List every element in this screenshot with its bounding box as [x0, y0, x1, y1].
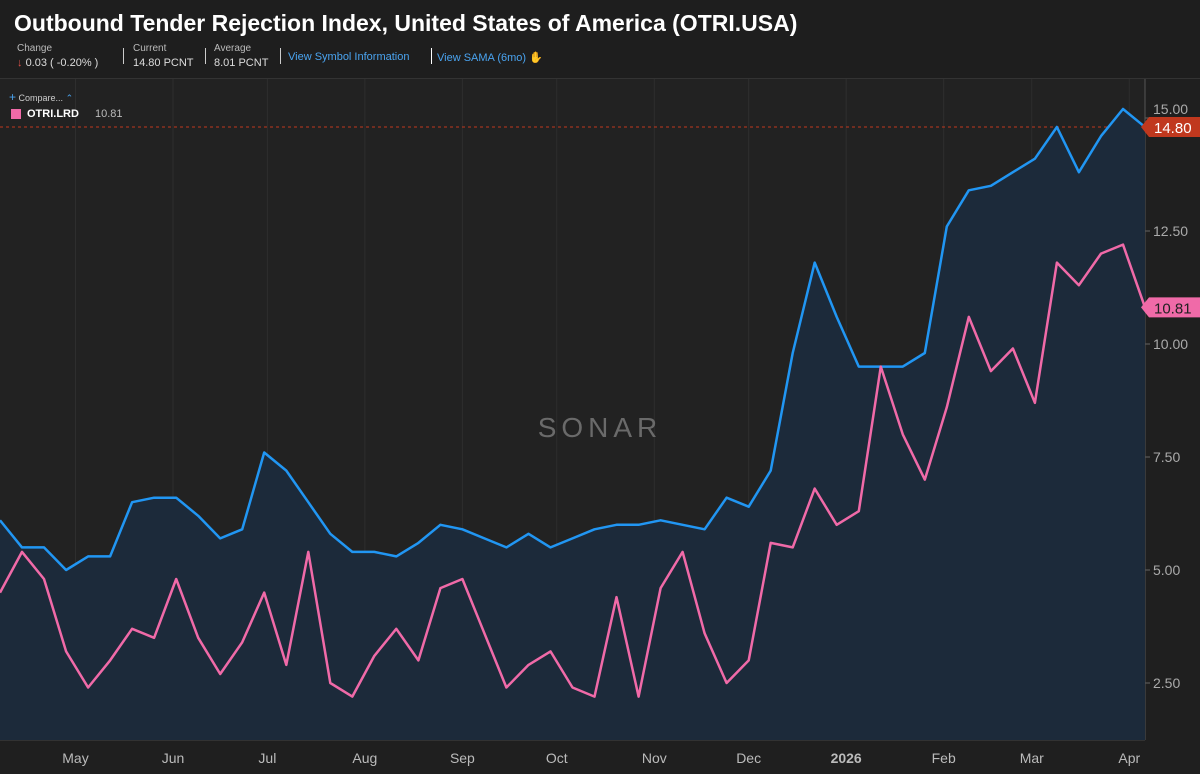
plus-icon: + [9, 90, 17, 104]
x-tick-label: Jul [258, 750, 276, 766]
legend-value: 10.81 [94, 108, 123, 120]
average-label: Average [214, 43, 252, 54]
current-label: Current [133, 43, 167, 54]
divider [205, 48, 206, 64]
x-tick-label: 2026 [831, 750, 862, 766]
x-tick-label: Mar [1020, 750, 1044, 766]
x-tick-label: Jun [162, 750, 185, 766]
x-tick-label: Dec [736, 750, 761, 766]
y-tick-label: 2.50 [1153, 675, 1180, 691]
sonar-watermark: SONAR [538, 412, 663, 443]
x-tick-label: May [62, 750, 88, 766]
sama-chart-icon: ✋ [529, 52, 543, 64]
compare-label: Compare... [18, 93, 64, 103]
view-sama-link[interactable]: View SAMA (6mo) ✋ [437, 51, 543, 64]
page-title: Outbound Tender Rejection Index, United … [14, 10, 798, 36]
y-tick-label: 12.50 [1153, 223, 1188, 239]
divider [431, 48, 432, 64]
x-tick-label: Feb [932, 750, 956, 766]
legend-swatch [11, 109, 21, 119]
current-stat: Current 14.80 PCNT [133, 42, 194, 70]
chart-area[interactable]: May Jun Jul Aug Sep Oct Nov Dec 2026 Feb Mar Apr 2.5… [0, 79, 1200, 774]
x-tick-label: Aug [352, 750, 377, 766]
x-tick-label: Sep [450, 750, 475, 766]
change-stat: Change ↓ 0.03 ( -0.20% ) [17, 42, 98, 70]
average-value: 8.01 PCNT [214, 57, 269, 69]
last-value-label-otri-lrd: 10.81 [1154, 300, 1192, 317]
x-tick-label: Apr [1118, 750, 1140, 766]
chevron-up-icon: ⌃ [65, 93, 74, 103]
divider [123, 48, 124, 64]
x-tick-label: Oct [546, 750, 568, 766]
divider [280, 48, 281, 64]
change-label: Change [17, 43, 53, 54]
chart-header: Outbound Tender Rejection Index, United … [0, 0, 1200, 79]
compare-button[interactable]: + Compare... ⌃ [9, 90, 73, 104]
y-tick-label: 15.00 [1153, 101, 1188, 117]
y-tick-label: 7.50 [1153, 449, 1180, 465]
last-value-badge-otri-usa [1141, 117, 1200, 138]
change-value: 0.03 ( -0.20% ) [25, 57, 99, 69]
x-tick-label: Nov [642, 750, 667, 766]
view-sama-label: View SAMA (6mo) [437, 52, 527, 64]
y-tick-label: 5.00 [1153, 562, 1180, 578]
average-stat: Average 8.01 PCNT [214, 42, 268, 70]
series-area-otri-usa [0, 109, 1145, 740]
view-symbol-info-link[interactable]: View Symbol Information [288, 51, 410, 63]
y-tick-label: 10.00 [1153, 336, 1188, 352]
current-value: 14.80 PCNT [133, 57, 194, 69]
last-value-badge-otri-lrd [1141, 297, 1200, 318]
legend-item-otri-lrd[interactable]: OTRI.LRD 10.81 [11, 108, 122, 120]
last-value-label-otri-usa: 14.80 [1154, 120, 1192, 137]
legend-name: OTRI.LRD [27, 108, 79, 120]
down-arrow-icon: ↓ [17, 57, 23, 69]
